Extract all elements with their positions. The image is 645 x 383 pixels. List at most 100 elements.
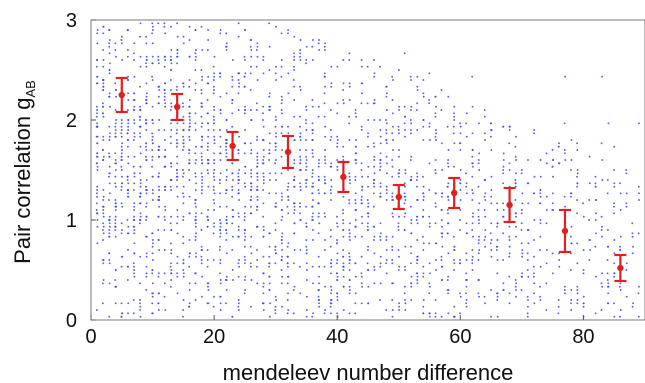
scatter-point xyxy=(428,225,431,228)
scatter-point xyxy=(114,209,117,211)
scatter-point xyxy=(176,122,179,125)
scatter-point xyxy=(385,199,388,201)
scatter-point xyxy=(416,172,418,175)
scatter-point xyxy=(108,62,111,65)
scatter-point xyxy=(114,169,117,171)
scatter-point xyxy=(496,292,498,295)
scatter-point xyxy=(188,195,191,198)
scatter-point xyxy=(212,115,215,118)
scatter-point xyxy=(182,272,185,275)
scatter-point xyxy=(170,105,173,108)
scatter-point xyxy=(434,315,437,318)
scatter-point xyxy=(127,155,130,158)
scatter-point xyxy=(121,59,124,61)
scatter-point xyxy=(385,189,388,191)
scatter-point xyxy=(139,305,142,308)
scatter-point xyxy=(206,145,209,148)
scatter-point xyxy=(324,149,327,151)
scatter-point xyxy=(379,129,382,131)
scatter-point xyxy=(318,302,321,305)
scatter-point xyxy=(526,229,529,231)
scatter-point xyxy=(391,132,394,135)
scatter-point xyxy=(212,85,215,88)
scatter-point xyxy=(101,112,104,115)
scatter-point xyxy=(188,239,191,241)
scatter-point xyxy=(262,155,265,158)
scatter-point xyxy=(336,65,339,68)
scatter-point xyxy=(625,295,628,298)
scatter-point xyxy=(484,235,487,238)
scatter-point xyxy=(428,215,431,218)
scatter-point xyxy=(600,282,603,285)
scatter-point xyxy=(127,99,130,101)
scatter-point xyxy=(127,125,130,128)
scatter-point xyxy=(533,132,536,135)
scatter-point xyxy=(194,219,197,221)
scatter-point xyxy=(194,59,197,61)
scatter-point xyxy=(360,255,363,258)
scatter-point xyxy=(219,112,222,115)
scatter-point xyxy=(151,142,154,145)
scatter-point xyxy=(132,225,135,228)
scatter-point xyxy=(299,249,302,251)
scatter-point xyxy=(335,222,338,225)
scatter-point xyxy=(305,165,308,168)
scatter-point xyxy=(324,135,327,138)
scatter-point xyxy=(114,302,117,305)
scatter-point xyxy=(114,122,117,125)
scatter-point xyxy=(317,215,320,218)
scatter-point xyxy=(138,222,141,225)
scatter-point xyxy=(127,249,129,251)
scatter-point xyxy=(311,149,314,151)
scatter-point xyxy=(557,299,560,301)
scatter-point xyxy=(182,269,185,271)
scatter-point xyxy=(108,105,111,108)
scatter-point xyxy=(262,189,265,191)
scatter-point xyxy=(114,185,117,188)
scatter-point xyxy=(329,302,332,305)
scatter-point xyxy=(231,79,234,81)
scatter-point xyxy=(379,152,382,155)
scatter-point xyxy=(256,165,259,168)
scatter-point xyxy=(157,309,160,311)
scatter-point xyxy=(403,115,406,118)
scatter-point xyxy=(373,185,376,188)
scatter-point xyxy=(293,179,296,181)
scatter-point xyxy=(508,169,511,171)
scatter-point xyxy=(354,192,357,195)
scatter-point xyxy=(108,315,111,318)
scatter-point xyxy=(163,25,166,28)
errorbar-point xyxy=(171,92,184,122)
scatter-point xyxy=(249,142,252,145)
scatter-point xyxy=(299,125,301,128)
scatter-point xyxy=(373,75,376,78)
errorbar-point xyxy=(448,176,461,210)
scatter-point xyxy=(342,262,345,265)
scatter-point xyxy=(274,125,277,128)
scatter-point xyxy=(249,109,252,111)
scatter-point xyxy=(262,59,265,61)
scatter-point xyxy=(434,129,437,131)
scatter-point xyxy=(231,85,234,88)
scatter-point xyxy=(163,65,166,68)
scatter-point xyxy=(422,199,425,201)
mean-marker xyxy=(506,201,513,209)
scatter-point xyxy=(219,279,222,281)
scatter-point xyxy=(526,295,529,298)
scatter-point xyxy=(564,159,567,161)
scatter-point xyxy=(126,195,129,198)
scatter-point xyxy=(200,249,203,251)
scatter-point xyxy=(613,272,616,275)
scatter-point xyxy=(323,115,326,118)
scatter-point xyxy=(416,279,419,281)
scatter-point xyxy=(317,189,320,191)
scatter-point xyxy=(638,285,640,288)
scatter-point xyxy=(188,129,191,131)
scatter-point xyxy=(293,222,296,225)
scatter-point xyxy=(225,302,227,305)
scatter-point xyxy=(151,269,154,271)
scatter-point xyxy=(404,265,406,268)
scatter-point xyxy=(527,159,529,161)
scatter-point xyxy=(281,255,283,258)
scatter-point xyxy=(329,229,332,231)
